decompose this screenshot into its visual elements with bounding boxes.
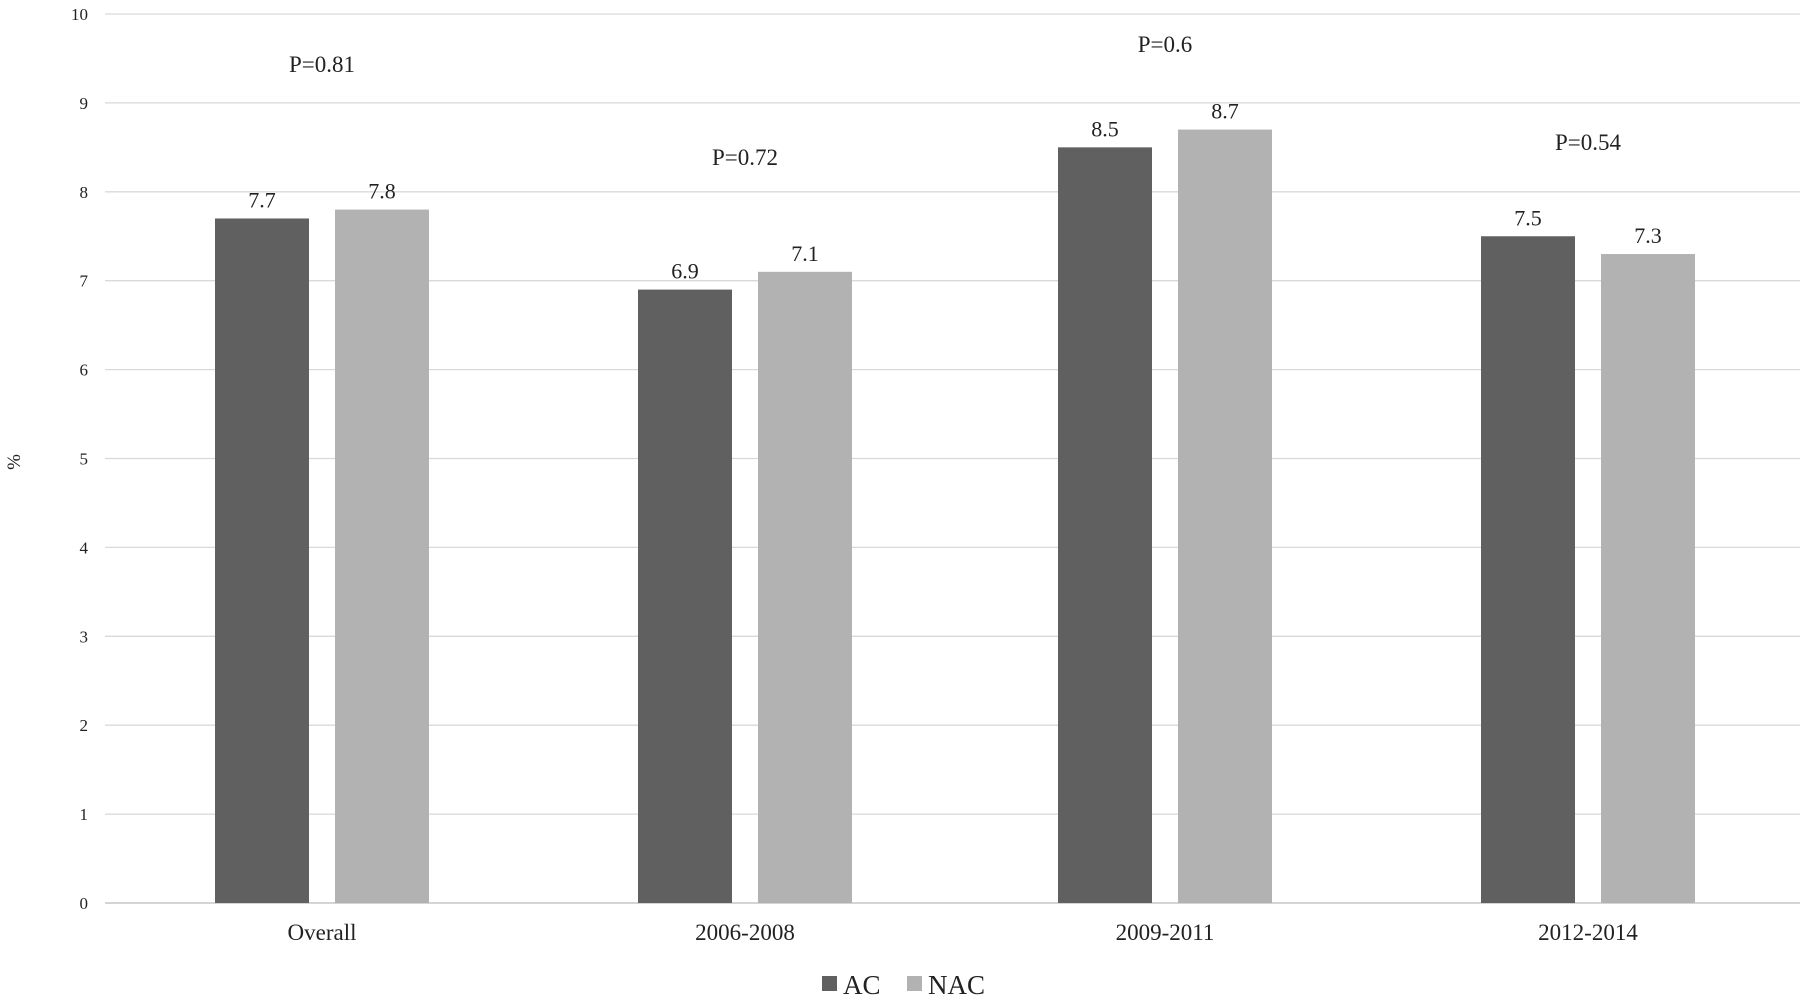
p-value-annotation: P=0.72 <box>712 145 778 170</box>
x-tick-label: Overall <box>288 920 357 945</box>
y-tick-label: 8 <box>80 183 89 202</box>
y-tick-label: 4 <box>80 538 89 557</box>
data-label-ac: 7.7 <box>248 187 276 212</box>
legend-label-nac: NAC <box>928 970 985 999</box>
y-tick-label: 10 <box>71 5 88 24</box>
legend-swatch-ac <box>822 976 837 991</box>
x-tick-layer: Overall 2006-2008 2009-2011 2012-2014 <box>288 920 1639 945</box>
y-tick-label: 0 <box>80 894 89 913</box>
bar-nac-1 <box>758 271 852 903</box>
x-tick-label: 2009-2011 <box>1116 920 1215 945</box>
data-label-nac: 7.3 <box>1634 223 1662 248</box>
labels-layer: 0 1 2 3 4 5 6 7 8 9 10 7.7 6.9 8.5 7.5 7.8 7.1 8.7 7.3 <box>71 5 1662 913</box>
bar-nac-0 <box>335 209 429 903</box>
bar-nac-2 <box>1178 129 1272 903</box>
y-tick-label: 1 <box>80 805 89 824</box>
y-tick-label: 6 <box>80 361 89 380</box>
bar-ac-2 <box>1058 147 1152 904</box>
data-label-nac: 7.1 <box>791 241 819 266</box>
y-tick-label: 5 <box>80 450 89 469</box>
p-value-annotation: P=0.6 <box>1138 32 1193 57</box>
legend: AC NAC <box>822 970 985 1000</box>
data-label-ac: 8.5 <box>1091 116 1119 141</box>
legend-swatch-nac <box>907 976 922 991</box>
bar-nac-3 <box>1601 254 1695 903</box>
data-label-nac: 8.7 <box>1211 99 1239 124</box>
bars-layer <box>215 129 1695 904</box>
bar-ac-3 <box>1481 236 1575 903</box>
legend-label-ac: AC <box>843 970 881 999</box>
data-label-ac: 7.5 <box>1514 205 1542 230</box>
x-tick-label: 2006-2008 <box>695 920 795 945</box>
data-label-nac: 7.8 <box>368 179 396 204</box>
bar-ac-1 <box>638 289 732 904</box>
x-tick-label: 2012-2014 <box>1538 920 1638 945</box>
p-value-annotation: P=0.54 <box>1555 130 1622 155</box>
y-tick-label: 3 <box>80 627 89 646</box>
y-tick-label: 9 <box>80 94 89 113</box>
bar-ac-0 <box>215 218 309 904</box>
y-axis-label: % <box>4 454 25 470</box>
annotation-layer: P=0.81 P=0.72 P=0.6 P=0.54 <box>289 32 1622 170</box>
y-tick-label: 2 <box>80 716 89 735</box>
data-label-ac: 6.9 <box>671 259 699 284</box>
y-tick-label: 7 <box>80 272 89 291</box>
p-value-annotation: P=0.81 <box>289 52 355 77</box>
